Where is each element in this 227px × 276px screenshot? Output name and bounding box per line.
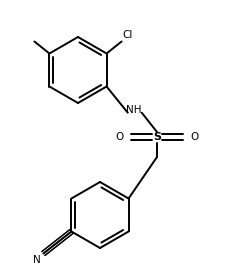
- Text: Cl: Cl: [122, 30, 132, 39]
- Text: O: O: [189, 132, 197, 142]
- Text: O: O: [115, 132, 123, 142]
- Text: NH: NH: [126, 105, 141, 115]
- Text: N: N: [32, 256, 40, 266]
- Text: S: S: [152, 132, 160, 142]
